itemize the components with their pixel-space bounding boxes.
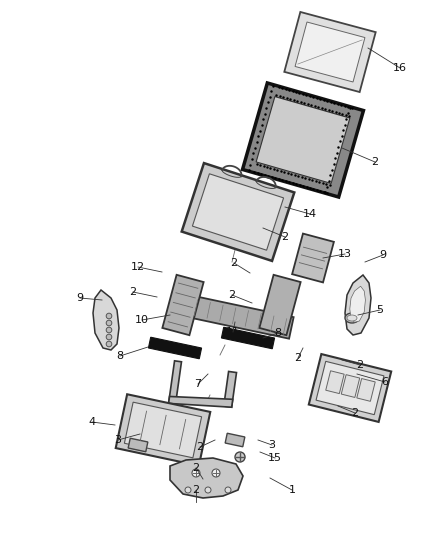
Text: 2: 2 xyxy=(357,360,364,370)
Polygon shape xyxy=(169,361,181,405)
Text: 7: 7 xyxy=(194,379,201,389)
Polygon shape xyxy=(292,233,334,282)
Polygon shape xyxy=(243,83,364,197)
Ellipse shape xyxy=(347,315,357,321)
Text: 2: 2 xyxy=(130,287,137,297)
Polygon shape xyxy=(224,372,237,407)
Text: 2: 2 xyxy=(229,290,236,300)
Text: 1: 1 xyxy=(289,485,296,495)
Polygon shape xyxy=(162,275,204,335)
Polygon shape xyxy=(186,295,293,338)
Text: 2: 2 xyxy=(282,232,289,242)
Polygon shape xyxy=(128,438,148,452)
Polygon shape xyxy=(170,458,243,498)
Ellipse shape xyxy=(345,313,359,323)
Text: 8: 8 xyxy=(117,351,124,361)
Text: 3: 3 xyxy=(268,440,276,450)
Circle shape xyxy=(106,334,112,340)
Circle shape xyxy=(205,487,211,493)
Text: 2: 2 xyxy=(192,485,200,495)
Polygon shape xyxy=(169,397,233,407)
Text: 10: 10 xyxy=(135,315,149,325)
Polygon shape xyxy=(225,433,245,447)
Polygon shape xyxy=(256,96,350,183)
Polygon shape xyxy=(341,375,360,398)
Text: 2: 2 xyxy=(351,408,359,418)
Polygon shape xyxy=(148,337,201,359)
Text: 2: 2 xyxy=(196,442,204,452)
Circle shape xyxy=(192,469,200,477)
Polygon shape xyxy=(192,174,283,250)
Polygon shape xyxy=(259,275,300,335)
Circle shape xyxy=(106,327,112,333)
Text: 2: 2 xyxy=(294,353,301,363)
Circle shape xyxy=(106,341,112,347)
Text: 13: 13 xyxy=(338,249,352,259)
Polygon shape xyxy=(116,394,210,466)
Polygon shape xyxy=(182,163,294,261)
Text: 6: 6 xyxy=(381,377,389,387)
Text: 15: 15 xyxy=(268,453,282,463)
Text: 14: 14 xyxy=(303,209,317,219)
Text: 2: 2 xyxy=(230,258,237,268)
Circle shape xyxy=(106,320,112,326)
Circle shape xyxy=(235,452,245,462)
Polygon shape xyxy=(350,286,365,322)
Polygon shape xyxy=(124,402,201,458)
Circle shape xyxy=(225,487,231,493)
Polygon shape xyxy=(284,12,376,92)
Text: 11: 11 xyxy=(226,327,240,337)
Polygon shape xyxy=(326,371,344,393)
Circle shape xyxy=(106,313,112,319)
Text: 8: 8 xyxy=(275,328,282,338)
Text: 2: 2 xyxy=(371,157,378,167)
Text: 3: 3 xyxy=(114,435,121,445)
Polygon shape xyxy=(93,290,119,350)
Text: 4: 4 xyxy=(88,417,95,427)
Circle shape xyxy=(212,469,220,477)
Polygon shape xyxy=(357,378,375,401)
Polygon shape xyxy=(295,22,365,82)
Circle shape xyxy=(185,487,191,493)
Polygon shape xyxy=(345,275,371,335)
Polygon shape xyxy=(222,327,275,349)
Text: 16: 16 xyxy=(393,63,407,73)
Text: 12: 12 xyxy=(131,262,145,272)
Polygon shape xyxy=(309,354,391,422)
Polygon shape xyxy=(316,361,384,415)
Text: 2: 2 xyxy=(192,463,200,473)
Text: 5: 5 xyxy=(377,305,384,315)
Text: 9: 9 xyxy=(379,250,387,260)
Text: 9: 9 xyxy=(77,293,84,303)
